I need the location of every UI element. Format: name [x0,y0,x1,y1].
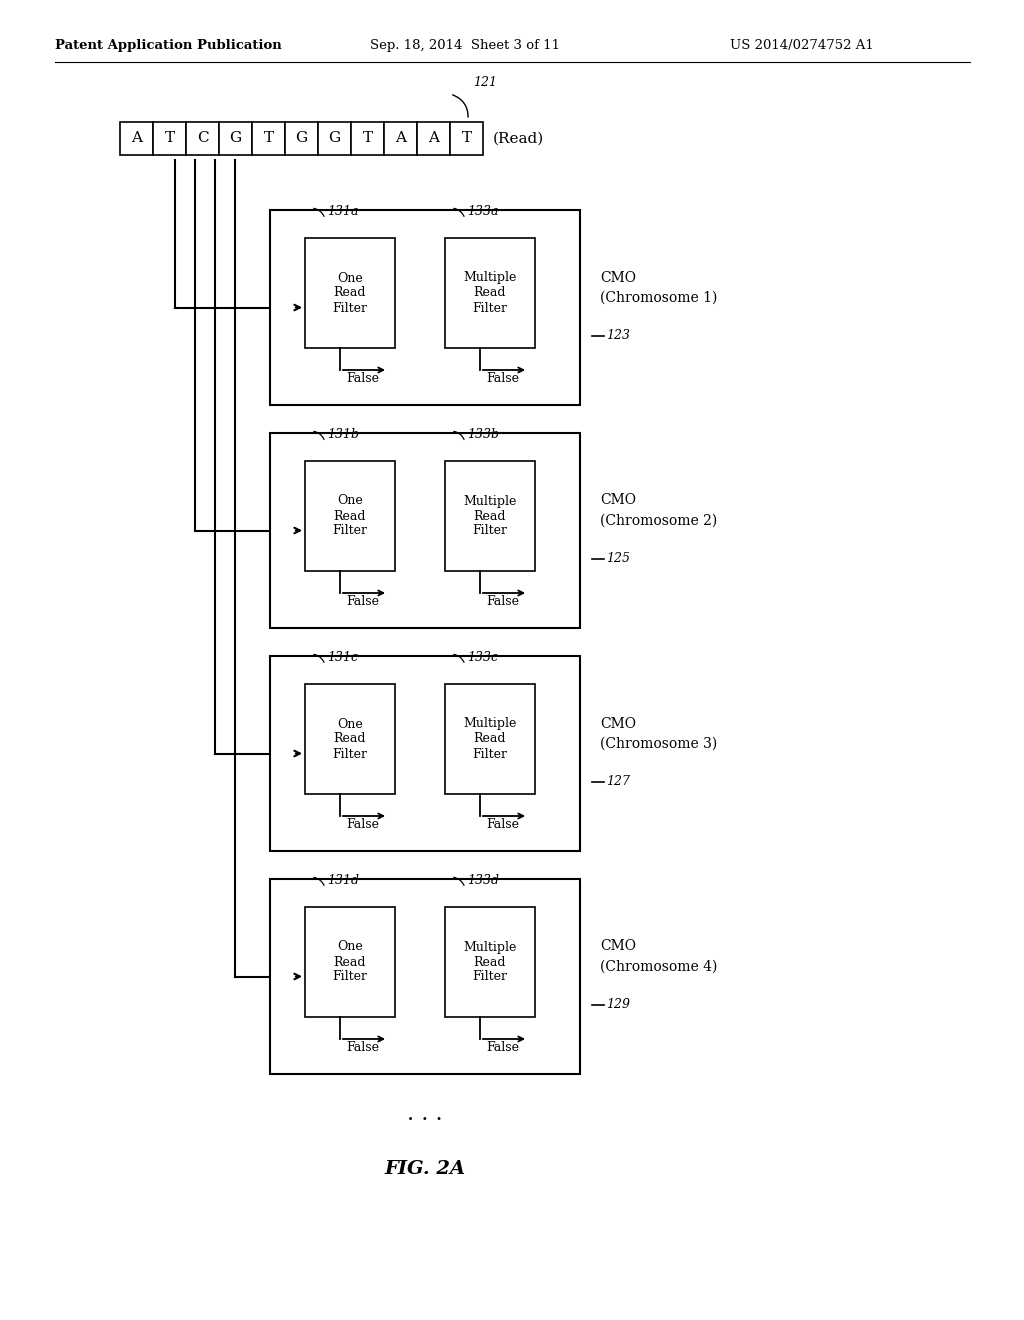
Text: False: False [486,372,519,385]
Text: False: False [346,1041,379,1053]
Text: (Chromosome 2): (Chromosome 2) [600,513,717,528]
Bar [305,238,395,348]
Text: 133b: 133b [467,428,499,441]
Text: One
Read
Filter: One Read Filter [333,718,368,760]
Text: T: T [165,132,174,145]
Bar [305,461,395,572]
Bar [445,907,535,1016]
Bar [285,121,318,154]
Bar [186,121,219,154]
Bar [270,433,580,628]
Text: 123: 123 [606,329,630,342]
Bar [305,684,395,795]
Text: 129: 129 [606,998,630,1011]
Text: FIG. 2A: FIG. 2A [384,1160,466,1177]
Text: 133d: 133d [467,874,499,887]
Bar [445,238,535,348]
Text: . . .: . . . [408,1104,442,1125]
Bar [417,121,450,154]
Text: CMO: CMO [600,940,636,953]
Text: False: False [486,595,519,609]
Bar [270,879,580,1074]
Text: 121: 121 [473,77,497,88]
Text: CMO: CMO [600,717,636,730]
Text: 133c: 133c [467,651,498,664]
Text: One
Read
Filter: One Read Filter [333,940,368,983]
Text: C: C [197,132,208,145]
Text: G: G [295,132,307,145]
Text: G: G [229,132,242,145]
Bar [318,121,351,154]
Text: A: A [131,132,142,145]
Text: 127: 127 [606,775,630,788]
Bar [450,121,483,154]
Bar [445,461,535,572]
Text: T: T [362,132,373,145]
Text: A: A [395,132,406,145]
Text: Multiple
Read
Filter: Multiple Read Filter [463,718,517,760]
Bar [219,121,252,154]
Text: False: False [486,1041,519,1053]
Text: (Chromosome 1): (Chromosome 1) [600,290,718,305]
Text: 131d: 131d [327,874,359,887]
Text: False: False [486,818,519,832]
Bar [384,121,417,154]
Bar [270,210,580,405]
Bar [305,907,395,1016]
Text: A: A [428,132,439,145]
Text: 131b: 131b [327,428,359,441]
Text: T: T [462,132,472,145]
Bar [445,684,535,795]
Text: False: False [346,818,379,832]
Bar [270,656,580,851]
Text: Multiple
Read
Filter: Multiple Read Filter [463,940,517,983]
Text: Sep. 18, 2014  Sheet 3 of 11: Sep. 18, 2014 Sheet 3 of 11 [370,38,560,51]
Text: (Chromosome 3): (Chromosome 3) [600,737,717,751]
Text: G: G [329,132,341,145]
Text: 131a: 131a [327,205,358,218]
Bar [252,121,285,154]
Text: 125: 125 [606,552,630,565]
Bar [120,121,153,154]
Text: Patent Application Publication: Patent Application Publication [55,38,282,51]
Text: Multiple
Read
Filter: Multiple Read Filter [463,272,517,314]
Text: False: False [346,372,379,385]
Text: (Read): (Read) [493,132,544,145]
Text: One
Read
Filter: One Read Filter [333,495,368,537]
Text: 131c: 131c [327,651,358,664]
Text: Multiple
Read
Filter: Multiple Read Filter [463,495,517,537]
Text: (Chromosome 4): (Chromosome 4) [600,960,718,974]
Text: CMO: CMO [600,494,636,507]
Text: False: False [346,595,379,609]
Bar [351,121,384,154]
Bar [153,121,186,154]
Text: 133a: 133a [467,205,499,218]
Text: CMO: CMO [600,271,636,285]
Text: One
Read
Filter: One Read Filter [333,272,368,314]
Text: T: T [263,132,273,145]
Text: US 2014/0274752 A1: US 2014/0274752 A1 [730,38,873,51]
